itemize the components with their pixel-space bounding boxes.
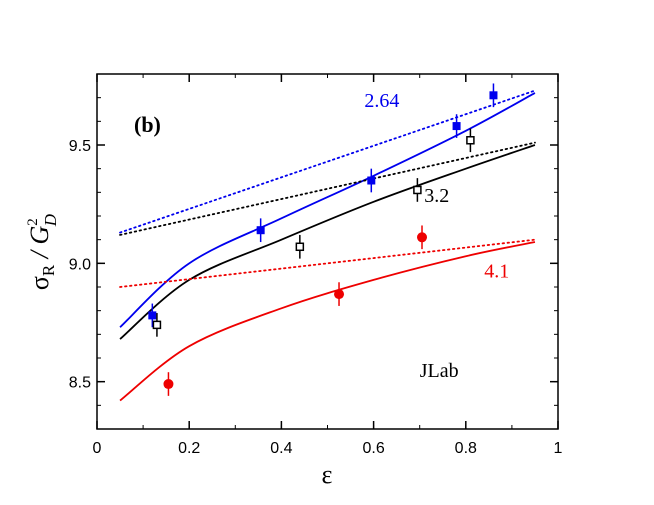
y-tick-label: 9.5 — [69, 138, 91, 155]
fit-dotted-4_1 — [119, 238, 536, 288]
x-tick-label: 0.4 — [270, 440, 292, 457]
annotation-3_2: 3.2 — [424, 185, 449, 207]
data-point-4_1 — [334, 289, 345, 300]
y-axis-sigma: σ — [25, 276, 54, 290]
data-point-2_64 — [489, 91, 498, 100]
data-point-2_64 — [256, 226, 265, 235]
y-axis-g: G — [25, 225, 54, 244]
panel-label: (b) — [134, 112, 161, 137]
data-point-3_2 — [295, 242, 305, 252]
data-point-2_64 — [452, 122, 461, 131]
fit-dotted-3_2 — [119, 141, 536, 236]
x-tick-label: 0.6 — [362, 440, 384, 457]
data-point-3_2 — [413, 185, 422, 195]
data-point-2_64 — [148, 311, 157, 320]
fit-lines-layer — [119, 89, 536, 402]
fit-dotted-2_64 — [119, 89, 536, 234]
fit-solid-4_1 — [119, 241, 536, 402]
data-point-2_64 — [367, 176, 376, 185]
x-tick-label: 1 — [554, 440, 563, 457]
y-axis-sep: / — [25, 244, 54, 264]
x-axis-title: ε — [322, 460, 333, 489]
x-tick-label: 0 — [93, 440, 102, 457]
data-points-layer — [148, 83, 498, 396]
y-axis-g-sub: D — [41, 213, 60, 227]
ticks-layer: 0 0.2 0.4 0.6 0.8 1 8.5 9.0 9.5 — [69, 73, 563, 457]
annotation-jlab: JLab — [420, 360, 459, 382]
data-point-3_2 — [152, 320, 162, 330]
annotation-2_64: 2.64 — [364, 90, 399, 112]
data-point-4_1 — [163, 379, 174, 390]
y-tick-label: 9.0 — [69, 256, 91, 273]
data-point-3_2 — [466, 136, 475, 145]
y-axis-sigma-sub: R — [39, 264, 58, 276]
x-tick-label: 0.2 — [178, 440, 200, 457]
y-tick-label: 8.5 — [69, 375, 91, 392]
fit-solid-2_64 — [119, 92, 536, 328]
data-point-4_1 — [417, 232, 428, 243]
annotation-4_1: 4.1 — [484, 261, 509, 283]
fit-solid-3_2 — [119, 144, 536, 340]
y-axis-g-sup: 2 — [25, 218, 41, 226]
y-axis-title: σR / G2D — [25, 213, 60, 290]
annotations-layer: 2.64 3.2 4.1 JLab — [364, 90, 509, 382]
x-tick-label: 0.8 — [455, 440, 477, 457]
